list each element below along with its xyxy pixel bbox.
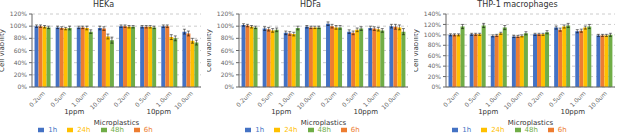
svg-text:10ppm: 10ppm — [353, 108, 378, 116]
svg-text:1.0um: 1.0um — [484, 89, 503, 108]
svg-text:10.0um: 10.0um — [380, 89, 401, 110]
html-text:1h: 1h — [255, 126, 265, 134]
svg-text:40%: 40% — [221, 59, 235, 66]
svg-text:140%: 140% — [424, 10, 441, 17]
html-text:48h: 48h — [524, 126, 538, 134]
svg-text:100%: 100% — [424, 31, 441, 38]
svg-text:0.2um: 0.2um — [319, 89, 338, 108]
svg-text:0.5um: 0.5um — [547, 89, 566, 108]
svg-text:Cell viability: Cell viability — [414, 29, 420, 72]
svg-text:Microplastics: Microplastics — [508, 119, 554, 127]
svg-text:10.0um: 10.0um — [88, 89, 109, 110]
svg-text:10ppm: 10ppm — [146, 108, 171, 116]
svg-text:80%: 80% — [14, 34, 28, 41]
html-text:HEKa: HEKa — [93, 0, 114, 9]
svg-text:10.0um: 10.0um — [173, 89, 194, 110]
html-text:6h: 6h — [557, 126, 567, 134]
html-text:48h: 48h — [317, 126, 331, 134]
html-text:24h: 24h — [491, 126, 505, 134]
svg-text:100%: 100% — [217, 22, 234, 29]
svg-text:1.0um: 1.0um — [361, 89, 380, 108]
svg-text:0.2um: 0.2um — [235, 89, 254, 108]
html-text:1h: 1h — [462, 126, 472, 134]
svg-text:120%: 120% — [424, 21, 441, 28]
svg-text:1.0um: 1.0um — [568, 89, 587, 108]
svg-text:1.0um: 1.0um — [154, 89, 173, 108]
svg-text:10ppm: 10ppm — [560, 108, 585, 116]
svg-text:60%: 60% — [221, 47, 235, 54]
svg-text:80%: 80% — [428, 41, 442, 48]
svg-text:40%: 40% — [14, 59, 28, 66]
svg-text:1.0um: 1.0um — [70, 89, 89, 108]
svg-text:10.0um: 10.0um — [502, 89, 523, 110]
svg-text:100%: 100% — [10, 22, 27, 29]
svg-text:1ppm: 1ppm — [64, 108, 84, 116]
svg-text:10.0um: 10.0um — [295, 89, 316, 110]
svg-text:20%: 20% — [14, 71, 28, 78]
html-text:24h: 24h — [77, 126, 91, 134]
svg-text:0.2um: 0.2um — [526, 89, 545, 108]
svg-text:0.5um: 0.5um — [133, 89, 152, 108]
svg-text:1.0um: 1.0um — [277, 89, 296, 108]
svg-text:20%: 20% — [221, 71, 235, 78]
svg-text:80%: 80% — [221, 34, 235, 41]
svg-text:Microplastics: Microplastics — [301, 119, 347, 127]
svg-text:0.5um: 0.5um — [49, 89, 68, 108]
svg-text:10.0um: 10.0um — [587, 89, 608, 110]
html-text:24h: 24h — [284, 126, 298, 134]
html-text:1h: 1h — [48, 126, 58, 134]
svg-text:Cell viability: Cell viability — [207, 29, 213, 72]
html-text:THP-1 macrophages: THP-1 macrophages — [477, 0, 558, 9]
svg-text:0%: 0% — [17, 83, 27, 90]
svg-text:60%: 60% — [428, 52, 442, 59]
svg-text:1ppm: 1ppm — [478, 108, 498, 116]
html-text:48h: 48h — [110, 126, 124, 134]
svg-text:0.5um: 0.5um — [256, 89, 275, 108]
svg-text:0%: 0% — [431, 83, 441, 90]
html-text:6h: 6h — [143, 126, 153, 134]
svg-text:60%: 60% — [14, 47, 28, 54]
svg-text:1ppm: 1ppm — [271, 108, 291, 116]
svg-text:20%: 20% — [428, 73, 442, 80]
svg-text:0.5um: 0.5um — [463, 89, 482, 108]
svg-text:120%: 120% — [10, 10, 27, 17]
svg-text:0.5um: 0.5um — [340, 89, 359, 108]
html-text:6h: 6h — [350, 126, 360, 134]
svg-text:0.2um: 0.2um — [28, 89, 47, 108]
html-text:HDFa: HDFa — [300, 0, 321, 9]
svg-text:120%: 120% — [217, 10, 234, 17]
svg-text:40%: 40% — [428, 62, 442, 69]
svg-text:0%: 0% — [224, 83, 234, 90]
svg-text:0.2um: 0.2um — [442, 89, 461, 108]
svg-text:Microplastics: Microplastics — [94, 119, 140, 127]
svg-text:0.2um: 0.2um — [112, 89, 131, 108]
